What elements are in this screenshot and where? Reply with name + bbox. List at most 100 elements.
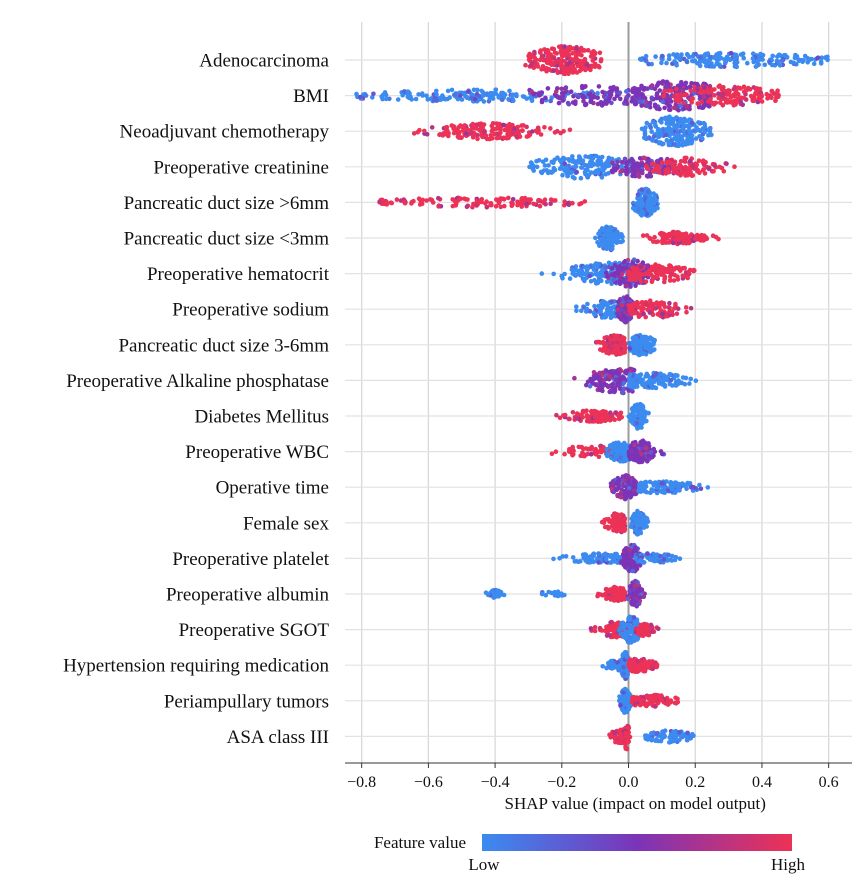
shap-dot — [587, 273, 593, 279]
shap-dot — [693, 378, 699, 384]
shap-dot — [677, 484, 682, 489]
shap-dot — [596, 170, 601, 176]
shap-dot — [595, 90, 600, 96]
shap-dot — [583, 552, 589, 558]
shap-dot — [530, 129, 535, 134]
shap-dot — [614, 93, 620, 98]
shap-dot — [570, 555, 576, 560]
shap-dot — [558, 130, 563, 136]
shap-dot — [707, 54, 713, 60]
shap-dot — [656, 270, 661, 276]
shap-dot — [585, 48, 591, 53]
shap-dot — [674, 311, 680, 317]
shap-dot — [574, 411, 580, 416]
shap-dot — [603, 557, 609, 562]
shap-dot — [581, 58, 587, 64]
shap-dot — [565, 173, 570, 179]
shap-dot — [639, 103, 644, 108]
shap-dot — [700, 168, 706, 173]
shap-dot — [589, 452, 594, 457]
shap-dot — [634, 378, 640, 383]
shap-dot — [646, 268, 652, 273]
shap-dot — [570, 159, 575, 164]
shap-dot — [689, 81, 694, 86]
shap-dot — [632, 478, 637, 483]
shap-dot — [634, 345, 640, 351]
shap-dot — [537, 198, 542, 203]
shap-dot — [516, 201, 521, 206]
shap-dot — [687, 158, 693, 164]
shap-dot — [692, 236, 698, 241]
shap-dot — [662, 377, 667, 383]
shap-dot — [593, 235, 598, 241]
shap-dot — [684, 52, 690, 57]
shap-dot — [526, 57, 532, 62]
shap-dot — [566, 45, 571, 50]
shap-dot — [687, 381, 692, 386]
shap-dot — [588, 279, 594, 284]
shap-dot — [560, 276, 565, 281]
shap-dot — [405, 89, 411, 94]
shap-dot — [660, 238, 665, 243]
shap-dot — [656, 140, 662, 146]
shap-dot — [538, 49, 543, 54]
shap-dot — [534, 158, 539, 164]
shap-dot — [464, 95, 470, 100]
shap-dot — [697, 482, 702, 488]
shap-dot — [608, 369, 613, 374]
shap-dot — [500, 97, 505, 102]
shap-dot — [643, 125, 648, 130]
shap-dot — [492, 131, 497, 137]
shap-dot — [607, 374, 612, 379]
shap-dot — [600, 89, 605, 95]
shap-dot — [663, 132, 669, 138]
shap-dot — [738, 95, 744, 101]
shap-dot — [672, 105, 677, 111]
shap-dot — [609, 237, 614, 242]
shap-dot — [599, 415, 604, 421]
shap-dot — [606, 516, 611, 522]
shap-dot — [669, 487, 675, 492]
shap-dot — [626, 341, 632, 346]
shap-dot — [623, 296, 629, 302]
shap-dot — [664, 137, 670, 143]
shap-dot — [424, 93, 429, 98]
shap-dot — [706, 133, 711, 138]
shap-dot — [758, 51, 763, 57]
shap-dot — [646, 379, 651, 385]
shap-dot — [632, 442, 637, 448]
shap-dot — [667, 300, 672, 306]
shap-dot — [634, 90, 640, 96]
shap-dot — [555, 86, 560, 91]
shap-dot — [642, 135, 647, 141]
shap-dot — [745, 60, 750, 66]
shap-dot — [737, 85, 742, 91]
shap-dot — [653, 122, 658, 128]
shap-dot — [434, 88, 439, 94]
shap-dot — [554, 412, 559, 418]
shap-dot — [482, 129, 487, 135]
shap-dot — [637, 459, 642, 465]
shap-dot — [811, 61, 817, 66]
shap-dot — [683, 164, 688, 170]
shap-dot — [654, 198, 659, 203]
shap-dot — [658, 371, 663, 377]
shap-dot — [692, 84, 697, 90]
shap-dot — [573, 273, 578, 278]
shap-dot — [701, 120, 707, 126]
shap-dot — [601, 409, 606, 415]
shap-dot — [562, 44, 567, 49]
shap-dot — [500, 196, 506, 202]
shap-dot — [603, 265, 609, 270]
shap-dot — [709, 100, 714, 105]
shap-dot — [465, 203, 471, 209]
shap-dot — [509, 200, 514, 205]
shap-dot — [382, 201, 387, 207]
shap-dot — [651, 274, 656, 280]
shap-dot — [451, 130, 457, 136]
shap-dot — [624, 167, 630, 173]
shap-dot — [796, 57, 801, 62]
shap-dot — [748, 93, 754, 99]
shap-dot — [409, 199, 415, 205]
